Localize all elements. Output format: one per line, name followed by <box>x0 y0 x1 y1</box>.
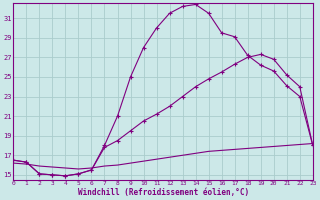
X-axis label: Windchill (Refroidissement éolien,°C): Windchill (Refroidissement éolien,°C) <box>77 188 249 197</box>
